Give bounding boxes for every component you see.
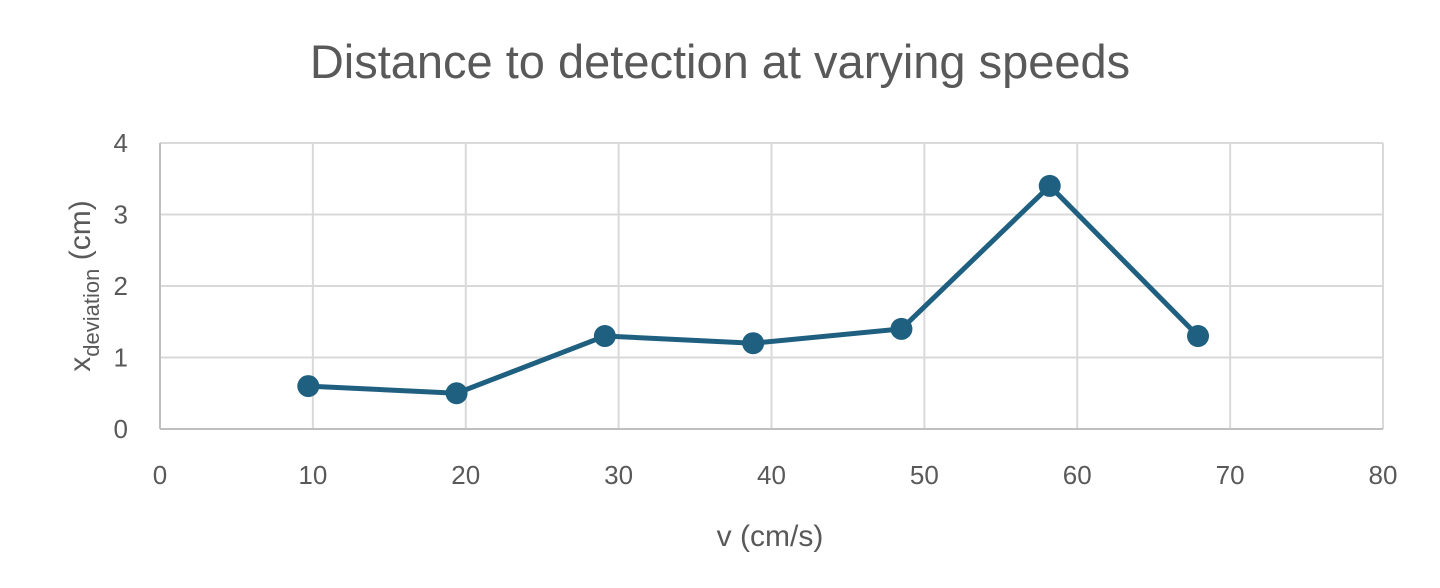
tick-labels: 0 10 20 30 40 50 60 70 80 0 1 2 3 4 <box>114 128 1398 490</box>
y-tick-label: 3 <box>114 200 128 230</box>
x-tick-label: 60 <box>1063 460 1092 490</box>
data-point[interactable] <box>593 325 616 348</box>
x-tick-label: 10 <box>298 460 327 490</box>
data-point[interactable] <box>890 317 913 340</box>
x-tick-label: 30 <box>604 460 633 490</box>
y-axis-title: xdeviation (cm) <box>64 200 104 371</box>
y-tick-label: 2 <box>114 271 128 301</box>
data-point[interactable] <box>445 382 468 405</box>
x-tick-label: 80 <box>1369 460 1398 490</box>
series-line <box>305 183 1201 396</box>
chart-title: Distance to detection at varying speeds <box>310 35 1130 88</box>
data-point[interactable] <box>742 332 765 355</box>
y-tick-label: 0 <box>114 414 128 444</box>
x-tick-label: 20 <box>451 460 480 490</box>
y-axis-title-suffix: (cm) <box>64 200 97 268</box>
gridlines <box>160 142 1384 429</box>
data-point[interactable] <box>297 375 320 398</box>
y-axis-title-base: x <box>64 357 97 372</box>
x-axis-title: v (cm/s) <box>717 520 824 553</box>
axes <box>159 143 1383 430</box>
y-tick-label: 1 <box>114 343 128 373</box>
data-point[interactable] <box>1038 174 1061 197</box>
y-axis-title-subscript: deviation <box>79 269 104 357</box>
x-tick-label: 70 <box>1216 460 1245 490</box>
x-tick-label: 40 <box>757 460 786 490</box>
data-series <box>297 174 1210 405</box>
y-tick-label: 4 <box>114 128 128 158</box>
x-tick-label: 50 <box>910 460 939 490</box>
data-point[interactable] <box>1187 325 1210 348</box>
x-tick-label: 0 <box>153 460 167 490</box>
